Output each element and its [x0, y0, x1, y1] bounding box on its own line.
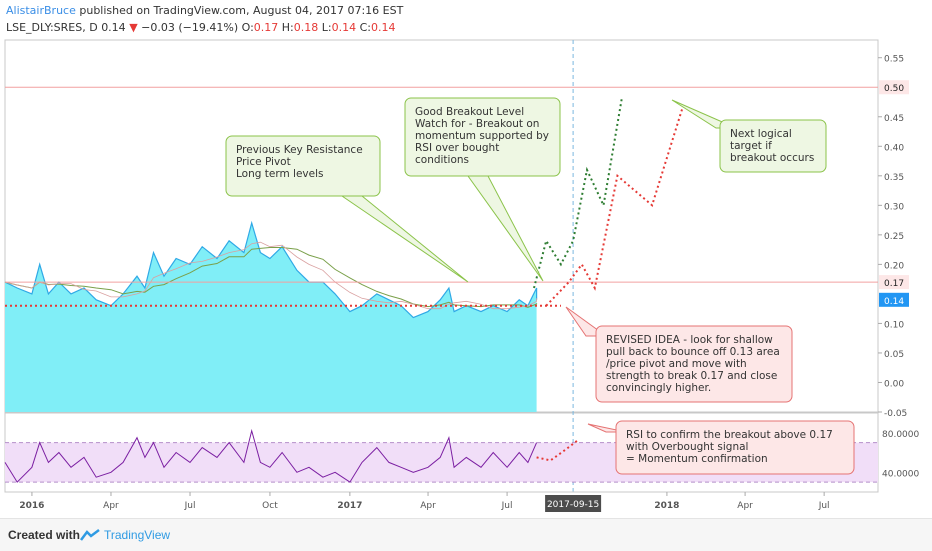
- callout-text: breakout occurs: [730, 152, 814, 164]
- publish-line: AlistairBruce published on TradingView.c…: [6, 4, 403, 17]
- y-tick-label: 0.05: [884, 350, 904, 360]
- callout-text: RSI to confirm the breakout above 0.17: [626, 429, 833, 441]
- close-value: 0.14: [371, 21, 396, 34]
- low-value: 0.14: [331, 21, 357, 34]
- last-price: 0.14: [101, 21, 126, 34]
- x-tick-label: 2016: [19, 501, 44, 511]
- callout-text: Next logical: [730, 128, 792, 140]
- price-chart[interactable]: 0.50 0.17 0.55 0.45 0.40 0.35 0.30 0.25 0.20 0.10…: [0, 0, 932, 518]
- open-label: O:: [241, 21, 254, 34]
- down-arrow-icon: ▼: [129, 21, 138, 34]
- y-tick-label: 0.00: [884, 379, 904, 389]
- price-line: [4, 220, 538, 319]
- callout-box: [595, 325, 793, 403]
- price-marker-tag: [879, 292, 909, 307]
- x-tick-label: Oct: [262, 501, 278, 511]
- y-tick-label: 0.10: [884, 320, 904, 330]
- y-tick-label: 0.25: [884, 232, 904, 242]
- callout-text: Long term levels: [236, 168, 323, 180]
- level-label: 0.50: [884, 84, 904, 94]
- price-area: [5, 223, 537, 412]
- x-tick-label: Apr: [737, 501, 753, 511]
- callout-text: strength to break 0.17 and close: [606, 370, 777, 382]
- y-tick-label: 0.20: [884, 261, 904, 271]
- close-label: C:: [359, 21, 371, 34]
- callout-text: target if: [730, 140, 772, 152]
- level-label: 0.17: [884, 279, 904, 289]
- level-tag: [879, 80, 909, 95]
- callout-text: momentum supported by: [415, 130, 549, 142]
- rsi-tick-label: 80.0000: [882, 430, 919, 440]
- price-marker-label: 0.14: [884, 297, 904, 307]
- callout-text: REVISED IDEA - look for shallow: [606, 334, 773, 346]
- callout-text: Watch for - Breakout on: [415, 118, 539, 130]
- open-value: 0.17: [253, 21, 279, 34]
- moving-average-long: [4, 247, 538, 308]
- high-value: 0.18: [293, 21, 319, 34]
- high-label: H:: [281, 21, 294, 34]
- x-tick-label: Apr: [103, 501, 119, 511]
- callout-text: conditions: [415, 154, 469, 166]
- x-tick-label: Jul: [818, 501, 830, 511]
- callout-text: /price pivot and move with: [606, 358, 747, 370]
- callout-box: [719, 119, 827, 173]
- y-tick-label: 0.45: [884, 114, 904, 124]
- x-tick-label: 2017: [337, 501, 362, 511]
- callout-text: = Momentum confirmation: [626, 453, 768, 465]
- rsi-line: [4, 428, 538, 483]
- annotation-rsi_note: RSI to confirm the breakout above 0.17wi…: [587, 420, 855, 475]
- callout-text: Previous Key Resistance: [236, 144, 363, 156]
- callout-text: pull back to bounce off 0.13 area: [606, 346, 780, 358]
- callout-text: Price Pivot: [236, 156, 291, 168]
- moving-average-short: [4, 241, 537, 310]
- y-tick-label: 0.55: [884, 55, 904, 65]
- symbol-line: LSE_DLY:SRES, D 0.14 ▼ −0.03 (−19.41%) O…: [6, 21, 396, 34]
- rsi-tick-label: 40.0000: [882, 469, 919, 479]
- level-tag: [879, 275, 909, 290]
- author-link[interactable]: AlistairBruce: [6, 4, 76, 17]
- created-with-label: Created with: [8, 528, 81, 542]
- x-tick-label: 2018: [654, 501, 679, 511]
- x-tick-label: Jul: [184, 501, 196, 511]
- price-change: −0.03 (−19.41%): [141, 21, 239, 34]
- tradingview-logo-icon[interactable]: [80, 529, 100, 541]
- callout-box: [225, 135, 381, 197]
- callout-box: [615, 420, 855, 475]
- x-tick-label: Apr: [420, 501, 436, 511]
- callout-text: RSI over bought: [415, 142, 499, 154]
- red-projection: [545, 104, 685, 307]
- y-tick-label: 0.40: [884, 143, 904, 153]
- y-tick-label: -0.05: [884, 409, 907, 419]
- cursor-date-tag: [545, 495, 602, 512]
- callout-text: convincingly higher.: [606, 382, 711, 394]
- published-text: published on TradingView.com, August 04,…: [79, 4, 404, 17]
- tradingview-brand-link[interactable]: TradingView: [104, 528, 171, 542]
- y-tick-label: 0.35: [884, 173, 904, 183]
- symbol-name: LSE_DLY:SRES, D: [6, 21, 98, 34]
- callout-text: Good Breakout Level: [415, 106, 524, 118]
- cursor-date-label: 2017-09-15: [547, 500, 599, 510]
- callout-text: with Overbought signal: [626, 441, 748, 453]
- low-label: L:: [321, 21, 332, 34]
- footer-bar: Created with TradingView: [0, 518, 932, 551]
- callout-box: [404, 97, 561, 177]
- y-tick-label: 0.30: [884, 202, 904, 212]
- x-tick-label: Jul: [501, 501, 513, 511]
